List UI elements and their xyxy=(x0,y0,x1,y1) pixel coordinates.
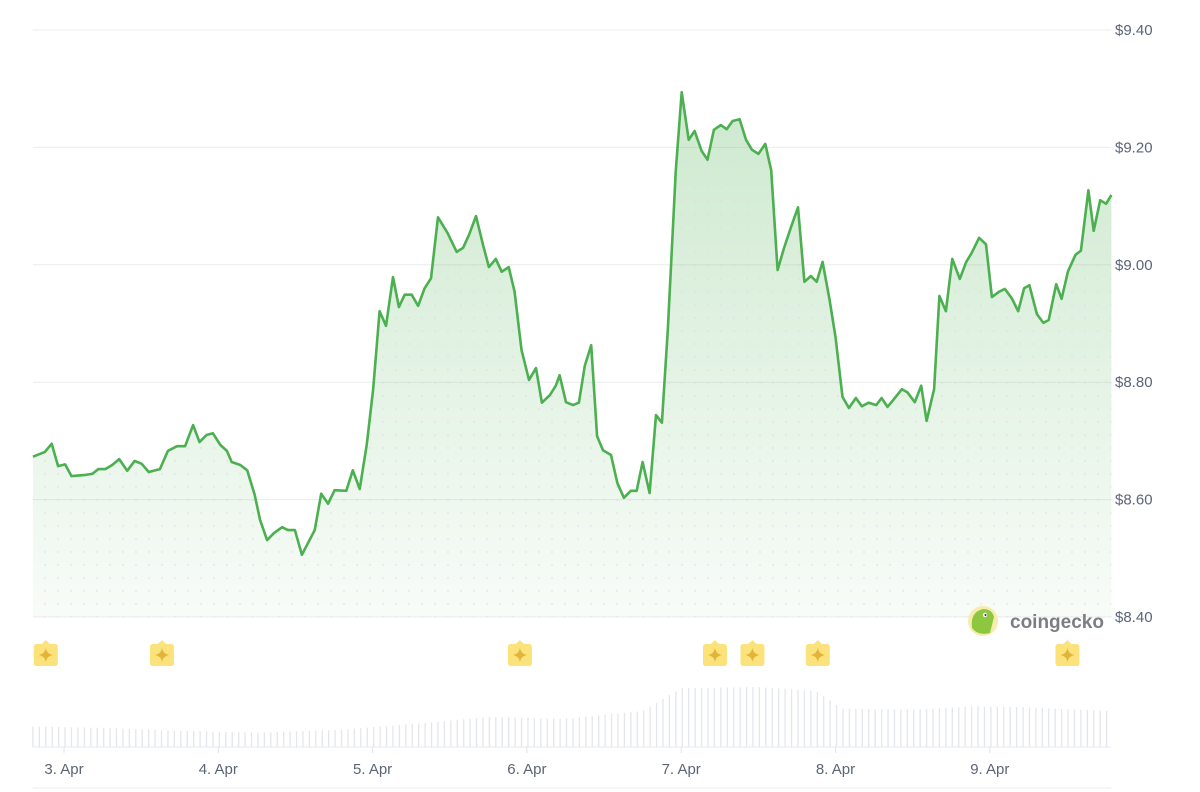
y-tick-label: $8.60 xyxy=(1115,492,1153,509)
x-tick-label: 8. Apr xyxy=(816,761,855,778)
x-tick-label: 4. Apr xyxy=(199,761,238,778)
event-marker[interactable] xyxy=(740,640,765,666)
sparkle-icon xyxy=(155,648,170,662)
sparkle-icon xyxy=(38,648,53,662)
volume-bars xyxy=(32,687,1111,789)
y-tick-label: $8.80 xyxy=(1115,374,1153,391)
coingecko-logo: coingecko xyxy=(968,606,1104,636)
event-marker[interactable] xyxy=(33,640,58,666)
y-axis: $8.40 $8.60 $8.80 $9.00 $9.20 $9.40 xyxy=(1115,22,1153,626)
x-tick-label: 3. Apr xyxy=(44,761,83,778)
y-tick-label: $8.40 xyxy=(1115,609,1153,626)
event-marker[interactable] xyxy=(150,640,175,666)
event-marker[interactable] xyxy=(805,640,830,666)
event-marker[interactable] xyxy=(1055,640,1080,666)
sparkle-icon xyxy=(745,648,760,662)
watermark-text: coingecko xyxy=(1010,612,1104,633)
x-axis: 3. Apr 4. Apr 5. Apr 6. Apr 7. Apr 8. Apr 9. A… xyxy=(44,747,1009,778)
price-line xyxy=(32,90,1113,557)
price-area xyxy=(32,90,1113,617)
sparkle-icon xyxy=(512,648,527,662)
sparkle-icon xyxy=(1060,648,1075,662)
y-tick-label: $9.40 xyxy=(1115,22,1153,39)
event-marker[interactable] xyxy=(702,640,727,666)
y-tick-label: $9.20 xyxy=(1115,139,1153,156)
x-tick-label: 7. Apr xyxy=(662,761,701,778)
y-tick-label: $9.00 xyxy=(1115,257,1153,274)
x-tick-label: 9. Apr xyxy=(970,761,1009,778)
x-tick-label: 5. Apr xyxy=(353,761,392,778)
x-tick-label: 6. Apr xyxy=(507,761,546,778)
sparkle-icon xyxy=(810,648,825,662)
event-markers xyxy=(33,640,1080,666)
event-marker[interactable] xyxy=(507,640,532,666)
sparkle-icon xyxy=(707,648,722,662)
area-dots xyxy=(32,92,1112,617)
